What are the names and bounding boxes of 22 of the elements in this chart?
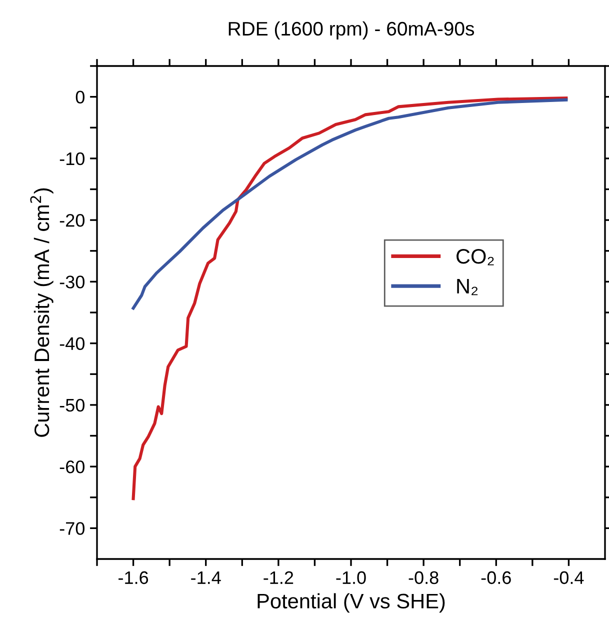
y-axis-title: Current Density (mA / cm$^{2}$) <box>30 188 54 437</box>
y-tick-label: -30 <box>60 276 84 288</box>
y-tick-label: -50 <box>60 398 84 412</box>
x-tick-label: -1.0 <box>336 571 366 584</box>
y-tick-label: -60 <box>60 460 84 474</box>
y-tick-label: -20 <box>60 214 84 227</box>
x-tick-label: -0.6 <box>481 571 511 584</box>
line-series <box>132 98 568 310</box>
y-tick-label: -10 <box>60 152 84 166</box>
chart-title: RDE (1600 rpm) - 60mA-90s <box>228 21 474 40</box>
x-tick-label: -1.4 <box>191 571 221 584</box>
x-tick-label: -0.8 <box>408 571 438 584</box>
y-tick-label: -40 <box>60 337 84 350</box>
legend-label: N₂ <box>457 279 478 296</box>
y-tick-label: 0 <box>76 90 84 104</box>
legend-label: CO₂ <box>456 248 494 266</box>
x-axis-title: Potential (V vs SHE) <box>258 593 445 613</box>
x-tick-label: -0.4 <box>554 571 584 584</box>
line-series <box>132 96 568 500</box>
x-tick-label: -1.2 <box>264 571 294 584</box>
x-tick-label: -1.6 <box>118 571 148 584</box>
y-tick-label: -70 <box>60 522 84 535</box>
